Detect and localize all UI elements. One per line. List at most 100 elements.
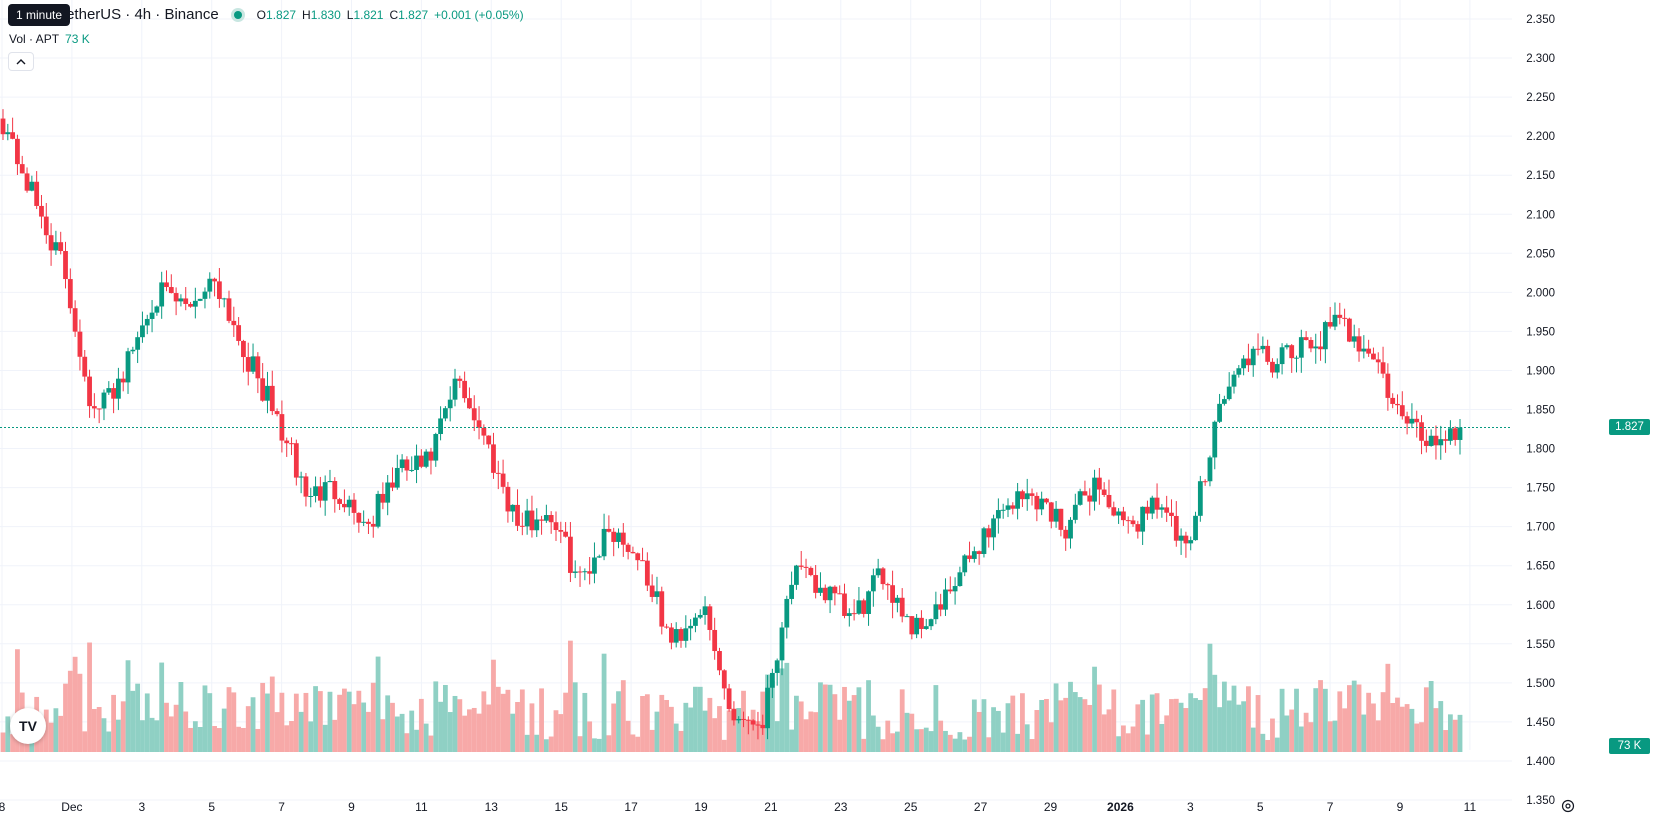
candle-body <box>197 298 203 301</box>
volume-bar <box>438 701 443 752</box>
volume-bar <box>1419 722 1424 752</box>
candle-body <box>1000 509 1006 511</box>
volume-bar <box>380 719 386 752</box>
chart-settings-button[interactable] <box>1558 796 1578 816</box>
candle-body <box>1342 317 1347 319</box>
candle-body <box>486 435 492 445</box>
volume-bar <box>327 691 333 752</box>
volume-bar <box>1058 700 1064 752</box>
candle-body <box>664 626 669 628</box>
volume-bar <box>693 686 698 752</box>
candle-body <box>53 242 59 251</box>
candle-body <box>1193 515 1198 541</box>
volume-bar <box>1068 681 1073 752</box>
candle-body <box>351 499 357 513</box>
volume-bar <box>332 719 338 752</box>
tradingview-logo[interactable]: TV <box>10 708 46 744</box>
volume-bar <box>1361 714 1367 752</box>
volume-bar <box>1298 726 1304 752</box>
candle-body <box>1183 535 1189 544</box>
volume-bar <box>548 736 554 752</box>
volume-bar <box>967 736 972 752</box>
market-status-icon[interactable] <box>230 7 245 22</box>
candle-body <box>250 356 256 372</box>
chart-grid <box>0 0 1512 801</box>
volume-bar <box>260 682 266 752</box>
volume-bar <box>649 729 655 752</box>
candle-body <box>1010 505 1016 509</box>
symbol-legend: Aptos / TetherUS · 4h · Binance O1.827 H… <box>8 6 524 23</box>
candle-body <box>1101 489 1107 495</box>
volume-bar <box>659 694 665 752</box>
volume-bar <box>418 698 424 752</box>
volume-bar <box>1145 734 1150 752</box>
candle-body <box>789 584 795 599</box>
volume-bar <box>529 703 535 752</box>
y-tick-label: 1.650 <box>1526 561 1555 573</box>
candle-body <box>644 560 650 586</box>
change-value: +0.001 (+0.05%) <box>434 7 524 22</box>
y-tick-label: 1.400 <box>1526 756 1555 768</box>
volume-bar <box>313 686 318 752</box>
y-tick-label: 1.700 <box>1526 522 1555 534</box>
volume-bar <box>962 739 968 752</box>
x-tick-label: 7 <box>278 800 285 814</box>
candle-body <box>1092 477 1097 502</box>
volume-bar <box>721 739 727 752</box>
volume-bar <box>1265 739 1271 752</box>
candle-body <box>928 619 934 627</box>
candle-body <box>265 385 270 401</box>
volume-bar <box>1193 698 1198 752</box>
candle-body <box>587 571 593 574</box>
volume-bar <box>923 727 929 752</box>
candle-body <box>1087 495 1093 502</box>
candle-body <box>784 598 790 628</box>
candle-body <box>404 459 410 471</box>
volume-bar <box>1063 697 1069 752</box>
volume-bar <box>433 681 439 752</box>
volume-bar <box>409 710 415 752</box>
volume-bar <box>861 738 867 752</box>
high-value: 1.830 <box>310 7 341 22</box>
volume-bar <box>837 719 843 752</box>
volume-bar <box>1154 693 1160 752</box>
candle-body <box>1241 358 1247 369</box>
volume-bar <box>125 660 131 752</box>
volume-bar <box>712 718 718 752</box>
volume-bar <box>1111 689 1117 752</box>
volume-bar <box>851 695 857 752</box>
candle-body <box>409 469 415 471</box>
candle-body <box>87 376 92 407</box>
volume-bar <box>1308 722 1314 752</box>
volume-bar <box>467 709 472 752</box>
volume-bar <box>221 708 227 752</box>
volume-bar <box>1164 715 1170 752</box>
x-tick-label: 7 <box>1327 800 1334 814</box>
candle-body <box>515 504 520 526</box>
candle-body <box>1337 314 1343 318</box>
candle-body <box>216 281 222 300</box>
collapse-legend-button[interactable] <box>8 52 34 71</box>
volume-bar <box>568 640 573 752</box>
close-value: 1.827 <box>398 7 429 22</box>
volume-bar <box>832 694 838 752</box>
volume-bar <box>933 685 939 752</box>
candle-body <box>1294 357 1299 359</box>
candle-body <box>529 510 535 531</box>
volume-bar <box>1447 714 1453 752</box>
x-tick-label: 2026 <box>1107 800 1134 814</box>
volume-bar <box>231 692 237 752</box>
candle-body <box>154 306 160 313</box>
volume-bar <box>1159 723 1165 752</box>
candle-body <box>774 660 780 673</box>
volume-bar <box>1390 702 1396 752</box>
candle-body <box>1077 491 1083 505</box>
volume-bar <box>15 649 20 752</box>
volume-bar <box>1279 688 1285 752</box>
candle-body <box>471 408 477 421</box>
candle-body <box>1438 439 1444 446</box>
candle-body <box>668 627 674 643</box>
y-tick-label: 1.550 <box>1526 639 1555 651</box>
volume-bar <box>558 714 564 752</box>
